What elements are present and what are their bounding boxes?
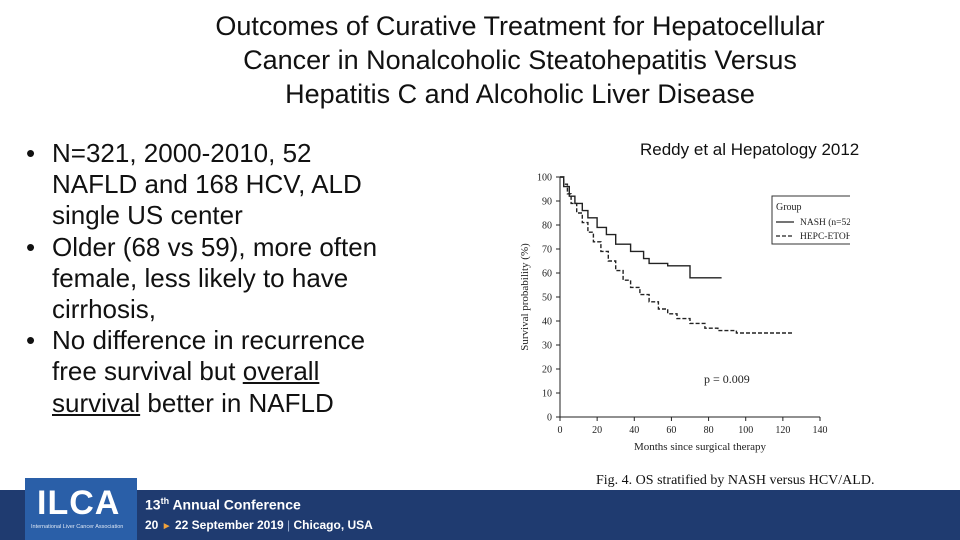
date-end: 22 September 2019	[174, 518, 284, 532]
conference-footer: ILCA International Liver Cancer Associat…	[0, 478, 960, 540]
x-axis-label: Months since surgical therapy	[634, 441, 767, 453]
bullet-item: • N=321, 2000-2010, 52 NAFLD and 168 HCV…	[26, 138, 458, 232]
title-line-3: Hepatitis C and Alcoholic Liver Disease	[285, 78, 755, 109]
conf-ordinal: th	[160, 496, 170, 506]
x-tick-label: 20	[592, 425, 602, 436]
legend: Group NASH (n=52) HEPC-ETOH (n=162)	[771, 195, 850, 245]
y-tick-label: 50	[542, 293, 552, 304]
bullet-line: free survival but overall	[52, 356, 458, 387]
underlined-fragment: survival	[52, 387, 141, 418]
series-layer	[560, 176, 793, 334]
y-tick-label: 100	[537, 173, 552, 184]
bullet-line: survival better in NAFLD	[52, 388, 458, 419]
citation: Reddy et al Hepatology 2012	[640, 140, 860, 159]
underlined-fragment: overall	[242, 356, 320, 387]
p-value-annotation: p = 0.009	[704, 372, 750, 386]
y-tick-label: 70	[542, 245, 552, 256]
legend-label-hepc: HEPC-ETOH (n=162)	[800, 231, 850, 242]
ilca-logo: ILCA International Liver Cancer Associat…	[25, 478, 137, 540]
series-line-hepc-etoh	[560, 176, 793, 334]
bullet-line: No difference in recurrence	[52, 325, 366, 356]
y-tick-label: 90	[542, 197, 552, 208]
bullet-line: Older (68 vs 59), more often	[52, 231, 378, 262]
y-ticks: 0 10 20 30 40 50 60 70 80 90 100	[537, 173, 560, 424]
bullet-line: N=321, 2000-2010, 52	[52, 138, 312, 168]
x-tick-label: 80	[704, 425, 714, 436]
logo-text: ILCA	[37, 484, 121, 522]
legend-label-nash: NASH (n=52)	[800, 217, 850, 228]
date-start: 20	[145, 518, 159, 532]
bullet-marker: •	[26, 231, 36, 262]
separator: |	[287, 518, 291, 532]
x-tick-label: 0	[558, 425, 563, 436]
bullet-line: female, less likely to have	[52, 262, 349, 293]
logo-subtitle: International Liver Cancer Association	[31, 524, 124, 530]
y-axis-label: Survival probability (%)	[519, 243, 531, 351]
bullet-fragment: free survival but	[52, 356, 243, 387]
y-tick-label: 40	[542, 317, 552, 328]
arrow-icon: ►	[161, 521, 172, 532]
series-line-nash	[560, 176, 722, 279]
bullet-line: single US center	[52, 200, 243, 231]
y-tick-label: 0	[547, 413, 552, 424]
y-tick-label: 60	[542, 269, 552, 280]
footer-band	[0, 490, 960, 540]
legend-title: Group	[776, 202, 802, 213]
bullet-fragment: better in NAFLD	[140, 387, 334, 418]
bullet-marker: •	[26, 138, 36, 168]
legend-box	[771, 195, 850, 245]
x-tick-label: 140	[813, 425, 828, 436]
x-tick-label: 120	[775, 425, 790, 436]
survival-chart: 0 10 20 30 40 50 60 70 80 90 100 0 20 40 60 80 100 120 14…	[519, 173, 850, 453]
title-line-1: Outcomes of Curative Treatment for Hepat…	[215, 11, 825, 41]
bullet-marker: •	[26, 325, 36, 356]
conference-place: Chicago, USA	[293, 518, 373, 532]
y-tick-label: 20	[542, 365, 552, 376]
chart-axes	[559, 177, 820, 418]
y-tick-label: 10	[542, 389, 552, 400]
conference-name: 13th Annual Conference	[145, 496, 301, 513]
y-tick-label: 80	[542, 221, 552, 232]
title-line-2: Cancer in Nonalcoholic Steatohepatitis V…	[243, 44, 797, 75]
y-tick-label: 30	[542, 341, 552, 352]
slide-title: Outcomes of Curative Treatment for Hepat…	[130, 10, 910, 111]
bullet-line: NAFLD and 168 HCV, ALD	[52, 169, 362, 200]
bullet-item: • No difference in recurrence free survi…	[26, 325, 458, 419]
conf-title: Annual Conference	[169, 496, 301, 513]
x-tick-label: 40	[629, 425, 639, 436]
bullet-item: • Older (68 vs 59), more often female, l…	[26, 231, 458, 326]
x-ticks: 0 20 40 60 80 100 120 140	[558, 417, 828, 436]
conference-date: 20 ► 22 September 2019 | Chicago, USA	[145, 518, 373, 532]
bullet-list: • N=321, 2000-2010, 52 NAFLD and 168 HCV…	[26, 138, 458, 419]
conf-number: 13	[145, 496, 161, 513]
figure-caption: Fig. 4. OS stratified by NASH versus HCV…	[596, 473, 875, 488]
bullet-line: cirrhosis,	[52, 293, 157, 324]
x-tick-label: 100	[738, 425, 753, 436]
x-tick-label: 60	[666, 425, 676, 436]
